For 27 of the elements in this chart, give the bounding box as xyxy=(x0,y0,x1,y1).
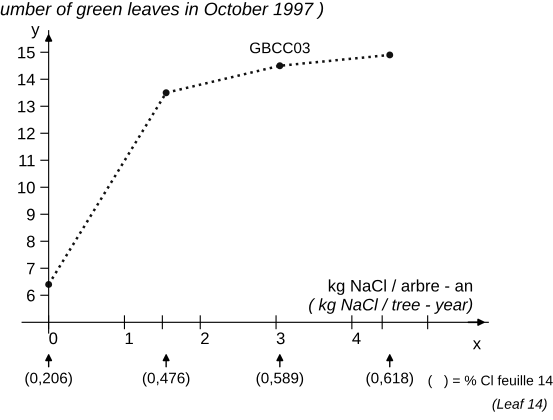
y-axis-title: y xyxy=(31,26,40,38)
x-tick-label: 1 xyxy=(126,332,133,344)
x-tick-label: 0 xyxy=(49,332,58,344)
y-tick-label: 11 xyxy=(19,154,35,166)
y-tick-label: 10 xyxy=(18,182,35,194)
y-tick-label: 15 xyxy=(18,46,35,58)
y-tick-label: 8 xyxy=(26,236,35,248)
y-tick-label: 12 xyxy=(18,128,35,140)
y-tick-label: 7 xyxy=(27,262,35,274)
x-tick-label: 3 xyxy=(276,332,285,344)
text: ( ) = % Cl feuille 14 xyxy=(428,375,553,388)
y-tick-label: 14 xyxy=(18,74,35,86)
text: (Leaf 14) xyxy=(492,398,547,412)
x-tick-label: 4 xyxy=(352,332,361,344)
text: (0,618) xyxy=(366,372,414,386)
annotation: ( kg NaCl / tree - year) xyxy=(309,298,472,314)
y-tick-label: 13 xyxy=(18,100,35,112)
text: (0,206) xyxy=(25,372,72,386)
y-tick-label: 6 xyxy=(27,290,35,302)
series-label: GBCC03 xyxy=(250,42,310,54)
x-tick-label: 2 xyxy=(201,332,209,344)
x-axis-title: x xyxy=(472,340,481,350)
chart-title: umber of green leaves in October 1997 ) xyxy=(0,2,324,19)
text: (0,589) xyxy=(256,372,304,386)
text: (0,476) xyxy=(142,372,190,386)
annotation: kg NaCl / arbre - an xyxy=(328,279,472,295)
y-tick-label: 9 xyxy=(26,208,35,220)
